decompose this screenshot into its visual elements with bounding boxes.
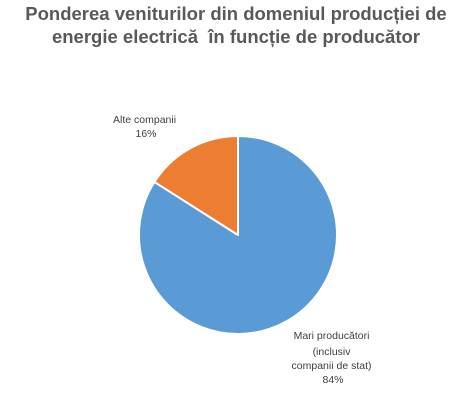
data-label-mari-line-1: Mari producători [294, 330, 370, 342]
data-label-alte-percent: 16% [135, 128, 156, 140]
chart-title-line-2: energie electrică în funcție de producăt… [51, 26, 421, 47]
data-label-mari-percent: 84% [322, 374, 343, 386]
chart-title-line-1: Ponderea veniturilor din domeniul produc… [25, 3, 447, 24]
pie-slice-alte-companii [153, 135, 239, 236]
pie-slice-mari-producatori [138, 135, 338, 335]
pie-slices [138, 135, 338, 335]
data-label-alte-companii: Alte companii 16% [113, 114, 179, 140]
data-label-mari-line-2: (inclusiv [313, 346, 352, 358]
data-label-mari-line-3: companii de stat) [292, 360, 372, 372]
chart-title: Ponderea veniturilor din domeniul produc… [0, 2, 472, 48]
data-label-mari-producatori: Mari producători (inclusiv companii de s… [292, 330, 375, 386]
data-label-alte-line-1: Alte companii [113, 114, 176, 126]
